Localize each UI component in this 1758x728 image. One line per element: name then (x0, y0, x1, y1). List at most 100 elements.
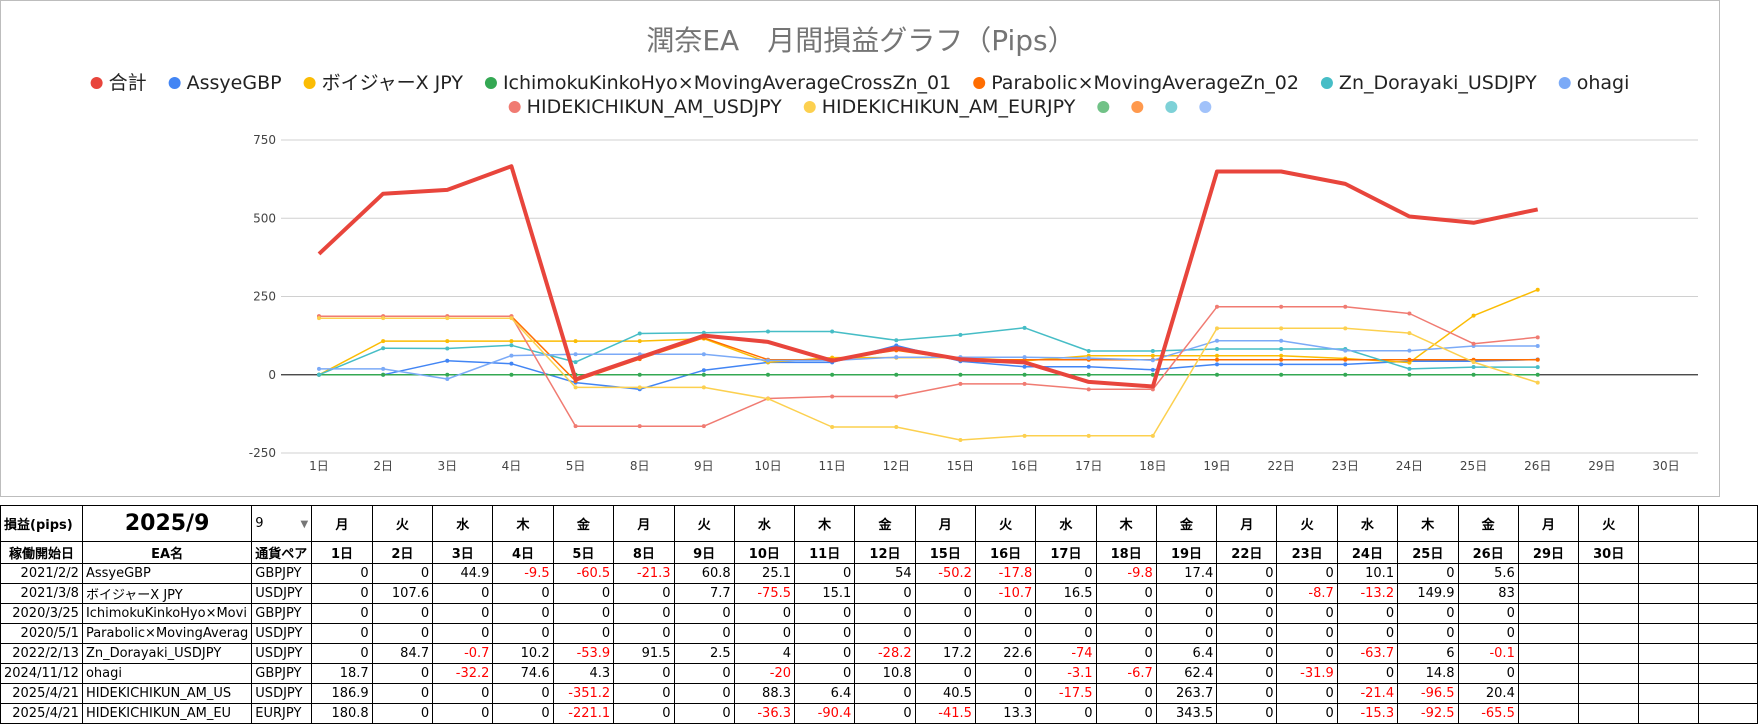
value-cell[interactable]: 0 (793, 643, 856, 664)
value-cell[interactable]: 7.7 (673, 583, 735, 604)
value-cell[interactable]: 2.5 (673, 643, 735, 664)
value-cell[interactable]: 0 (1276, 643, 1338, 664)
value-cell[interactable]: 25.1 (733, 563, 796, 584)
day-header[interactable]: 18日 (1095, 541, 1157, 564)
value-cell[interactable]: 0 (1095, 583, 1157, 604)
value-cell[interactable]: 0 (492, 623, 554, 644)
value-cell[interactable]: 44.9 (432, 563, 494, 584)
value-cell[interactable]: 0 (1457, 603, 1519, 624)
weekday-header[interactable]: 月 (1517, 505, 1580, 542)
day-header[interactable]: 9日 (673, 541, 735, 564)
value-cell[interactable]: -21.4 (1336, 683, 1399, 704)
empty-cell[interactable] (1697, 505, 1758, 542)
value-cell[interactable] (1517, 683, 1580, 704)
value-cell[interactable]: 0 (793, 603, 856, 624)
weekday-header[interactable]: 月 (311, 505, 373, 542)
value-cell[interactable]: -3.1 (1035, 663, 1097, 684)
value-cell[interactable] (1517, 623, 1580, 644)
value-cell[interactable]: -9.5 (492, 563, 554, 584)
month-select[interactable]: 9 ▼ (251, 505, 313, 542)
value-cell[interactable]: 6 (1397, 643, 1459, 664)
weekday-header[interactable]: 水 (432, 505, 494, 542)
value-cell[interactable]: 0 (311, 563, 373, 584)
value-cell[interactable]: -53.9 (552, 643, 615, 664)
ea-name-cell[interactable]: HIDEKICHIKUN_AM_EU (81, 703, 253, 724)
day-header[interactable]: 12日 (854, 541, 916, 564)
value-cell[interactable]: 0 (854, 603, 916, 624)
col-header-pair[interactable]: 通貨ペア (251, 541, 313, 564)
empty-cell[interactable] (1697, 541, 1758, 564)
day-header[interactable]: 19日 (1155, 541, 1218, 564)
day-header[interactable]: 3日 (432, 541, 494, 564)
value-cell[interactable]: 0 (1155, 583, 1218, 604)
value-cell[interactable]: 0 (673, 603, 735, 624)
value-cell[interactable]: 0 (432, 683, 494, 704)
value-cell[interactable]: 0 (492, 703, 554, 724)
value-cell[interactable]: 91.5 (613, 643, 675, 664)
value-cell[interactable]: 5.6 (1457, 563, 1519, 584)
empty-cell[interactable] (1638, 623, 1699, 644)
value-cell[interactable]: 0 (311, 583, 373, 604)
start-date-cell[interactable]: 2025/4/21 (0, 703, 83, 724)
value-cell[interactable]: -17.5 (1035, 683, 1097, 704)
value-cell[interactable]: 0 (311, 603, 373, 624)
value-cell[interactable]: 0 (1035, 703, 1097, 724)
value-cell[interactable]: -60.5 (552, 563, 615, 584)
weekday-header[interactable]: 火 (371, 505, 434, 542)
empty-cell[interactable] (1638, 663, 1699, 684)
value-cell[interactable]: 343.5 (1155, 703, 1218, 724)
day-header[interactable]: 10日 (733, 541, 796, 564)
empty-cell[interactable] (1697, 663, 1758, 684)
value-cell[interactable]: 0 (974, 683, 1037, 704)
value-cell[interactable]: 0 (552, 583, 615, 604)
value-cell[interactable]: 0 (1095, 683, 1157, 704)
start-date-cell[interactable]: 2021/2/2 (0, 563, 83, 584)
value-cell[interactable]: 4.3 (552, 663, 615, 684)
value-cell[interactable]: 0 (854, 583, 916, 604)
empty-cell[interactable] (1638, 643, 1699, 664)
value-cell[interactable]: 149.9 (1397, 583, 1459, 604)
value-cell[interactable]: 107.6 (371, 583, 434, 604)
value-cell[interactable]: 0 (1216, 703, 1278, 724)
day-header[interactable]: 22日 (1216, 541, 1278, 564)
value-cell[interactable]: 88.3 (733, 683, 796, 704)
start-date-cell[interactable]: 2020/5/1 (0, 623, 83, 644)
value-cell[interactable]: 0 (854, 623, 916, 644)
value-cell[interactable]: 0 (371, 663, 434, 684)
value-cell[interactable]: 0 (1216, 683, 1278, 704)
empty-cell[interactable] (1697, 683, 1758, 704)
ea-name-cell[interactable]: Zn_Dorayaki_USDJPY (81, 643, 253, 664)
value-cell[interactable] (1517, 563, 1580, 584)
value-cell[interactable]: 0 (1095, 623, 1157, 644)
value-cell[interactable]: 0 (1035, 603, 1097, 624)
value-cell[interactable]: 0 (793, 623, 856, 644)
value-cell[interactable]: 0 (793, 563, 856, 584)
value-cell[interactable]: 0 (1276, 603, 1338, 624)
empty-cell[interactable] (1697, 643, 1758, 664)
value-cell[interactable]: 13.3 (974, 703, 1037, 724)
day-header[interactable]: 1日 (311, 541, 373, 564)
day-header[interactable]: 4日 (492, 541, 554, 564)
day-header[interactable]: 17日 (1035, 541, 1097, 564)
value-cell[interactable]: 0 (673, 703, 735, 724)
value-cell[interactable] (1517, 663, 1580, 684)
day-header[interactable]: 24日 (1336, 541, 1399, 564)
weekday-header[interactable]: 月 (914, 505, 976, 542)
value-cell[interactable]: 6.4 (793, 683, 856, 704)
value-cell[interactable]: -90.4 (793, 703, 856, 724)
ea-name-cell[interactable]: HIDEKICHIKUN_AM_US (81, 683, 253, 704)
start-date-cell[interactable]: 2021/3/8 (0, 583, 83, 604)
value-cell[interactable]: 180.8 (311, 703, 373, 724)
value-cell[interactable]: -15.3 (1336, 703, 1399, 724)
value-cell[interactable]: 0 (1216, 563, 1278, 584)
chart-panel[interactable]: 潤奈EA 月間損益グラフ（Pips） 合計 AssyeGBP ボイジャーX JPY Ic… (0, 0, 1720, 497)
day-header[interactable]: 5日 (552, 541, 615, 564)
value-cell[interactable]: 0 (1216, 643, 1278, 664)
pair-cell[interactable]: USDJPY (251, 583, 313, 604)
value-cell[interactable]: 0 (1336, 663, 1399, 684)
value-cell[interactable]: 0 (1216, 623, 1278, 644)
value-cell[interactable]: -28.2 (854, 643, 916, 664)
value-cell[interactable]: 17.4 (1155, 563, 1218, 584)
value-cell[interactable]: -96.5 (1397, 683, 1459, 704)
value-cell[interactable] (1578, 703, 1640, 724)
